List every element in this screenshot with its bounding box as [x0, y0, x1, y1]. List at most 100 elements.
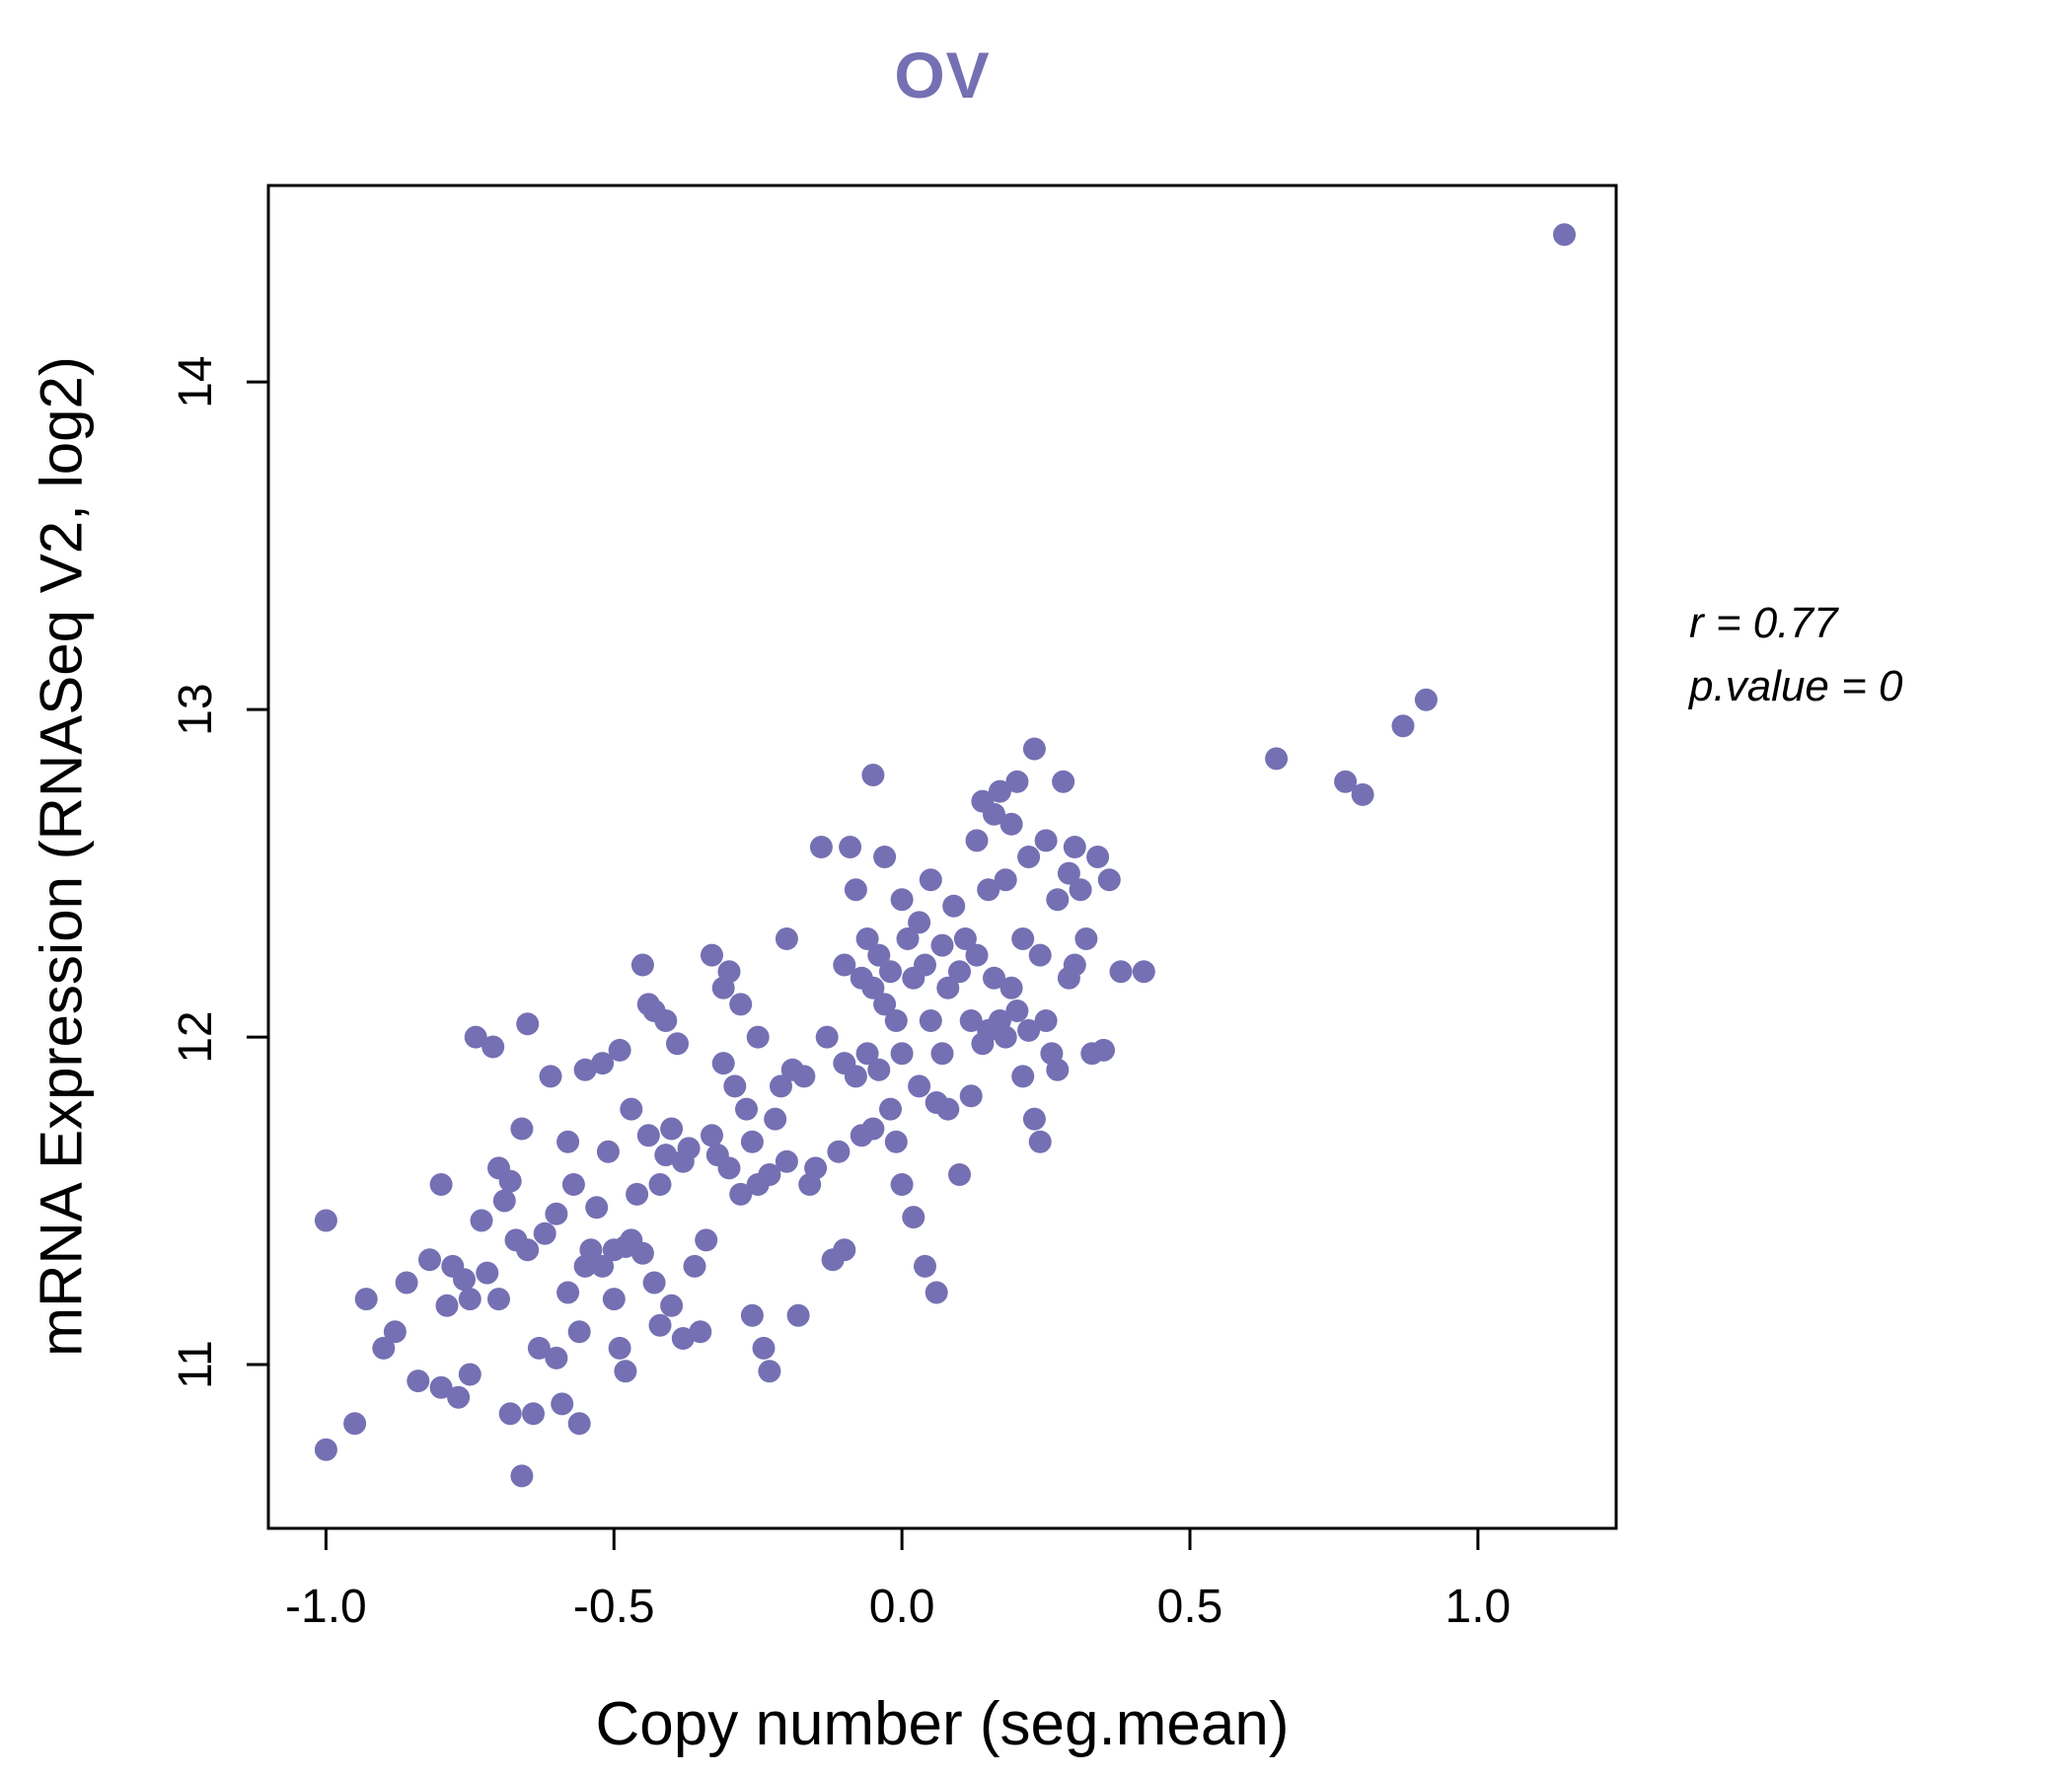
- data-point: [533, 1221, 556, 1245]
- data-point: [994, 1025, 1017, 1049]
- data-point: [539, 1065, 562, 1088]
- data-point: [890, 888, 914, 912]
- data-point: [884, 1009, 908, 1032]
- correlation-annotation: r = 0.77 p.value = 0: [1689, 592, 1903, 718]
- data-point: [914, 953, 936, 977]
- correlation-p-value: p.value = 0: [1689, 661, 1903, 710]
- data-point: [591, 1254, 615, 1278]
- data-point: [965, 943, 989, 967]
- data-point: [746, 1025, 770, 1049]
- data-point: [855, 1042, 879, 1066]
- data-point: [1063, 836, 1086, 858]
- data-point: [510, 1117, 534, 1141]
- x-tick-label: -1.0: [285, 1581, 367, 1633]
- data-point: [1334, 770, 1358, 793]
- y-tick-label: 11: [170, 1340, 222, 1389]
- data-point: [792, 1065, 816, 1088]
- data-point: [343, 1412, 367, 1436]
- data-point: [1005, 770, 1029, 793]
- data-point: [994, 868, 1017, 892]
- data-point: [717, 1156, 741, 1180]
- data-point: [948, 1163, 971, 1186]
- y-tick-label: 12: [170, 1010, 222, 1063]
- data-point: [1086, 846, 1110, 868]
- data-point: [896, 927, 920, 950]
- data-point: [729, 1182, 753, 1206]
- data-point: [861, 764, 885, 786]
- data-point: [453, 1268, 476, 1292]
- data-point: [1132, 960, 1155, 984]
- data-point: [833, 953, 856, 977]
- data-point: [1553, 223, 1576, 247]
- data-point: [492, 1189, 516, 1213]
- data-point: [936, 976, 960, 999]
- data-point: [809, 836, 833, 858]
- data-point: [999, 976, 1023, 999]
- data-point: [1414, 688, 1438, 711]
- data-point: [977, 878, 1000, 902]
- data-point: [596, 1140, 620, 1163]
- data-point: [614, 1360, 637, 1383]
- data-point: [775, 1149, 798, 1173]
- data-point: [983, 966, 1005, 990]
- data-point: [435, 1294, 459, 1317]
- data-point: [861, 976, 885, 999]
- data-point: [1109, 960, 1133, 984]
- data-point: [591, 1052, 615, 1075]
- data-point: [948, 960, 971, 984]
- data-point: [959, 1084, 983, 1108]
- data-point: [1022, 1107, 1046, 1131]
- data-point: [919, 1009, 942, 1032]
- data-point: [735, 1097, 758, 1121]
- data-point: [740, 1303, 764, 1327]
- data-point: [1028, 1130, 1052, 1153]
- data-point: [654, 1144, 678, 1167]
- data-point: [666, 1032, 689, 1056]
- chart-title: OV: [894, 38, 991, 111]
- data-point: [395, 1271, 418, 1295]
- data-point: [567, 1320, 591, 1344]
- data-point: [1011, 1065, 1035, 1088]
- data-point: [1017, 1018, 1041, 1042]
- data-point: [447, 1385, 471, 1409]
- data-point: [1046, 888, 1070, 912]
- data-point: [481, 1035, 505, 1059]
- data-point: [470, 1209, 493, 1232]
- data-point: [953, 927, 977, 950]
- data-point: [372, 1336, 396, 1360]
- x-tick-label: 0.5: [1157, 1581, 1223, 1633]
- data-point: [556, 1130, 580, 1153]
- data-point: [660, 1294, 684, 1317]
- data-point: [608, 1336, 631, 1360]
- data-point: [1028, 943, 1052, 967]
- x-axis-label: Copy number (seg.mean): [595, 1690, 1290, 1758]
- data-point: [1046, 1058, 1070, 1081]
- data-point: [804, 1156, 828, 1180]
- data-point: [758, 1360, 781, 1383]
- data-point: [873, 846, 897, 868]
- data-point: [695, 1228, 718, 1252]
- data-point: [833, 1238, 856, 1262]
- data-point: [844, 1065, 867, 1088]
- data-point: [884, 1130, 908, 1153]
- data-point: [636, 1124, 660, 1147]
- data-point: [1092, 1038, 1115, 1062]
- data-point: [476, 1261, 499, 1285]
- data-point: [861, 1117, 885, 1141]
- data-point: [764, 1107, 787, 1131]
- data-point: [429, 1375, 453, 1399]
- data-point: [1074, 927, 1098, 950]
- data-point: [654, 1009, 678, 1032]
- data-point: [925, 1281, 948, 1304]
- data-point: [648, 1173, 672, 1196]
- data-point: [890, 1042, 914, 1066]
- data-point: [689, 1320, 712, 1344]
- data-point: [567, 1412, 591, 1436]
- data-point: [936, 1097, 960, 1121]
- data-point: [642, 1271, 666, 1295]
- data-point: [890, 1173, 914, 1196]
- data-point: [608, 1038, 631, 1062]
- data-point: [630, 1241, 654, 1265]
- data-point: [711, 1052, 735, 1075]
